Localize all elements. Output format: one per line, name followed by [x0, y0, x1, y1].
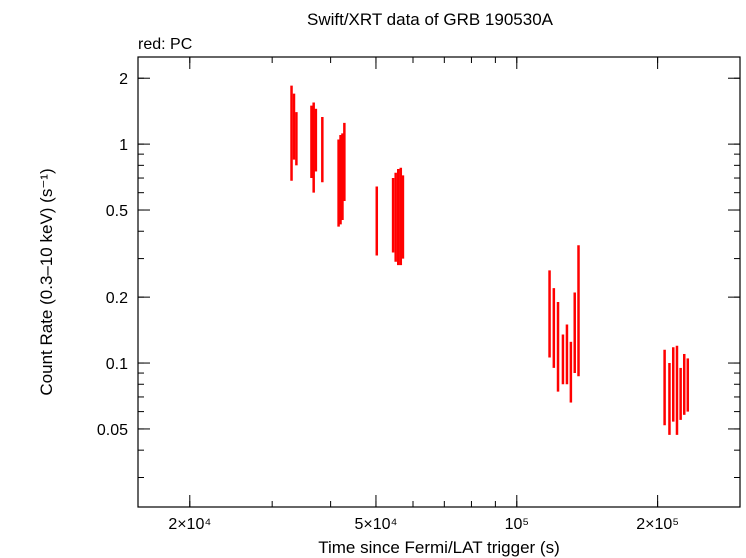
y-tick-label: 0.1 [106, 356, 128, 373]
y-axis-label: Count Rate (0.3–10 keV) (s⁻¹) [37, 168, 56, 395]
y-tick-label: 0.2 [106, 290, 128, 307]
x-axis-label: Time since Fermi/LAT trigger (s) [318, 538, 560, 557]
axis-ticks: 2×10⁴ 5×10⁴ 10⁵ 2×10⁵ 2 1 0.5 0.2 0.1 0.05 [97, 57, 741, 533]
x-tick-label: 5×10⁴ [354, 516, 397, 533]
series-annotation: red: PC [138, 36, 192, 53]
y-tick-label: 1 [119, 137, 128, 154]
x-tick-label: 2×10⁵ [636, 516, 679, 533]
plot-frame [137, 56, 741, 508]
x-tick-label: 10⁵ [505, 516, 529, 533]
y-tick-label: 0.05 [97, 422, 128, 439]
y-tick-label: 2 [119, 71, 128, 88]
data-points [290, 85, 690, 435]
chart-title: Swift/XRT data of GRB 190530A [307, 10, 554, 29]
y-tick-label: 0.5 [106, 203, 128, 220]
x-tick-label: 2×10⁴ [168, 516, 211, 533]
